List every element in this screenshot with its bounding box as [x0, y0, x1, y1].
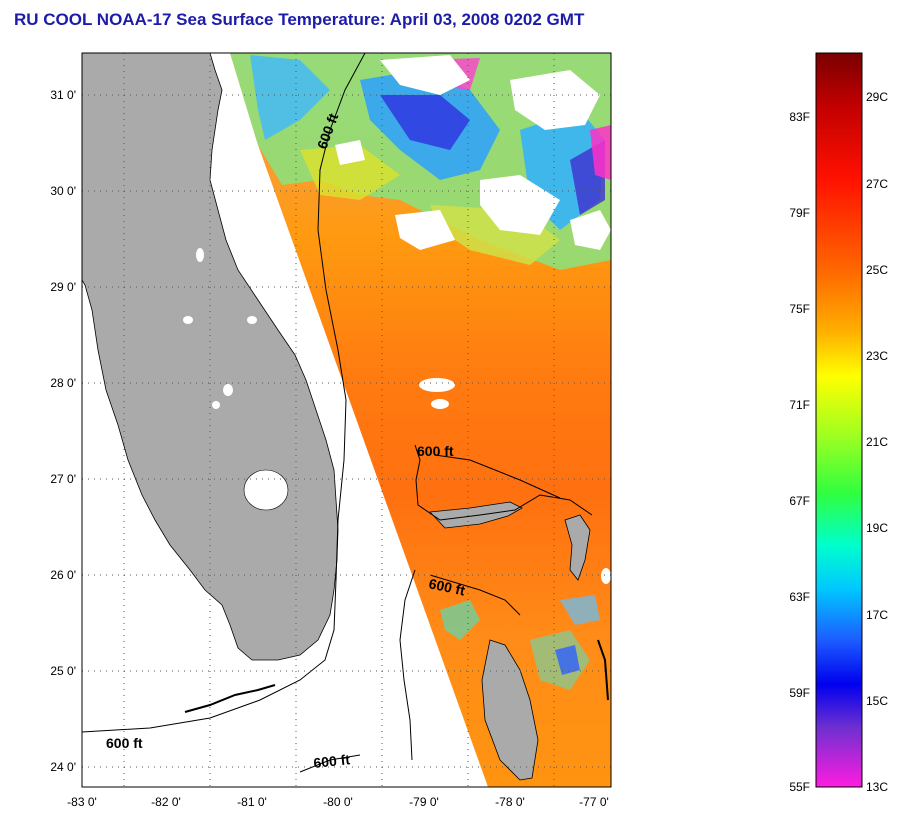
lon-tick-label: -83 0' — [67, 795, 97, 809]
colorbar-c-label: 23C — [866, 349, 888, 363]
colorbar-c-label: 27C — [866, 177, 888, 191]
lat-tick-label: 27 0' — [50, 472, 76, 486]
inland-lakes — [183, 248, 257, 409]
colorbar-c-label: 17C — [866, 608, 888, 622]
lon-tick-label: -82 0' — [151, 795, 181, 809]
florida-keys — [184, 684, 276, 713]
lon-tick-label: -77 0' — [579, 795, 609, 809]
colorbar-f-label: 71F — [789, 398, 810, 412]
longitude-axis: -83 0' -82 0' -81 0' -80 0' -79 0' -78 0… — [67, 795, 609, 809]
lat-tick-label: 30 0' — [50, 184, 76, 198]
graticule — [82, 53, 611, 787]
southern-patches — [440, 595, 600, 690]
lon-tick-label: -81 0' — [237, 795, 267, 809]
lon-tick-label: -78 0' — [495, 795, 525, 809]
lon-tick-label: -80 0' — [323, 795, 353, 809]
colorbar-c-label: 21C — [866, 435, 888, 449]
colorbar-gradient — [815, 52, 863, 788]
contour-label: 600 ft — [417, 443, 454, 459]
lat-tick-label: 29 0' — [50, 280, 76, 294]
map-title: RU COOL NOAA-17 Sea Surface Temperature:… — [14, 10, 585, 29]
lat-tick-label: 26 0' — [50, 568, 76, 582]
colorbar-f-label: 55F — [789, 780, 810, 794]
lat-tick-label: 31 0' — [50, 88, 76, 102]
lat-tick-label: 25 0' — [50, 664, 76, 678]
contour-label: 600 ft — [427, 575, 466, 598]
lon-tick-label: -79 0' — [409, 795, 439, 809]
plot-frame — [81, 52, 612, 788]
latitude-axis: 31 0' 30 0' 29 0' 28 0' 27 0' 26 0' 25 0… — [50, 88, 76, 774]
colorbar-c-label: 13C — [866, 780, 888, 794]
colorbar-f-label: 63F — [789, 590, 810, 604]
lat-tick-label: 24 0' — [50, 760, 76, 774]
colorbar-c-label: 25C — [866, 263, 888, 277]
colorbar-c-label: 19C — [866, 521, 888, 535]
colorbar-c-label: 15C — [866, 694, 888, 708]
depth-contours — [82, 53, 593, 773]
andros — [481, 639, 539, 781]
colorbar-f-label: 59F — [789, 686, 810, 700]
abaco — [564, 514, 591, 581]
colorbar-c-label: 29C — [866, 90, 888, 104]
eleuthera — [597, 639, 609, 701]
colorbar-f-label: 75F — [789, 302, 810, 316]
colorbar-f-label: 79F — [789, 206, 810, 220]
colorbar-f-label: 83F — [789, 110, 810, 124]
lat-tick-label: 28 0' — [50, 376, 76, 390]
colorbar: 83F 79F 75F 71F 67F 63F 59F 55F 29C 27C … — [789, 52, 888, 794]
lake-okeechobee — [243, 469, 289, 511]
cloud-gaps — [335, 55, 611, 584]
colorbar-f-label: 67F — [789, 494, 810, 508]
contour-label: 600 ft — [313, 751, 351, 771]
